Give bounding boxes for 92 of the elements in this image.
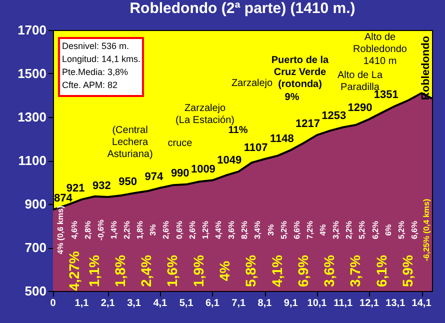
annotation: 5,2%: [358, 220, 367, 240]
annotation: 4,1%: [268, 254, 285, 287]
x-tick-label: 9,1: [284, 298, 298, 309]
x-tick-label: 8,1: [258, 298, 272, 309]
annotation: 4,4%: [214, 220, 223, 240]
x-tick-label: 1,1: [74, 298, 90, 309]
annotation: 0,6%: [174, 220, 184, 240]
annotation: 3,6%: [321, 254, 338, 287]
y-tick-label: 1300: [18, 110, 46, 124]
annotation: 1,1%: [86, 254, 102, 287]
annotation: 7,2%: [305, 220, 314, 240]
x-tick-label: 12,1: [360, 298, 380, 309]
annotation: 4%: [318, 224, 328, 236]
annotation: -6,25% (0,4 kms): [422, 198, 431, 262]
annotation: Desnivel: 536 m.: [62, 41, 130, 51]
annotation: 1,4%: [109, 220, 118, 240]
data-label: 1107: [244, 142, 268, 154]
annotation: Alto de Robledondo 1410 m: [353, 32, 408, 67]
annotation: Longitud: 14,1 kms.: [62, 54, 141, 64]
annotation: 5,9%: [399, 254, 416, 287]
annotation: 2,2%: [122, 220, 132, 240]
annotation: 4% (0,6 kms): [56, 205, 65, 254]
data-label: 1049: [217, 154, 242, 167]
annotation: Robledondo: [420, 36, 432, 100]
x-tick-label: 4,1: [153, 298, 168, 309]
annotation: 3,4%: [253, 220, 262, 240]
annotation: 3%: [148, 224, 158, 236]
x-tick-label: 14,1: [412, 298, 432, 309]
annotation: 1,2%: [200, 220, 210, 240]
annotation: 2,2%: [344, 220, 354, 240]
data-label: 874: [54, 192, 74, 205]
annotation: 2,8%: [83, 220, 92, 240]
data-label: 1290: [348, 102, 372, 114]
x-tick-label: 6,1: [205, 298, 220, 309]
annotation: 2,6%: [188, 220, 197, 240]
y-tick-label: 1500: [18, 66, 46, 81]
annotation: 6,6%: [410, 220, 420, 240]
data-label: 1217: [296, 118, 320, 130]
annotation: 4,6%: [70, 220, 80, 240]
y-tick-label: 700: [24, 240, 46, 255]
annotation: 3,7%: [347, 254, 364, 287]
data-label: 950: [118, 176, 138, 188]
data-label: 932: [92, 180, 111, 192]
annotation: 5,8%: [242, 254, 259, 287]
data-label: 1148: [270, 133, 294, 146]
y-tick-label: 1100: [18, 153, 46, 168]
annotation: 5,2%: [396, 220, 406, 240]
annotation: 6,1%: [373, 254, 390, 287]
data-label: 990: [170, 167, 190, 180]
annotation: 4,27%: [66, 250, 82, 291]
annotation: 1,8%: [112, 254, 128, 287]
y-tick-label: 900: [24, 196, 46, 212]
annotation: (Central Lechera Asturiana): [107, 125, 153, 160]
data-label: 974: [144, 170, 164, 183]
annotation: 8,2%: [240, 220, 250, 240]
annotation: -0,6%: [96, 220, 106, 240]
x-tick-label: 11,1: [334, 298, 354, 309]
annotation: 2,6%: [162, 220, 171, 240]
y-tick-label: 500: [24, 284, 46, 298]
x-tick-label: 0: [50, 298, 56, 309]
data-label: 921: [66, 182, 85, 194]
data-label: 1009: [190, 163, 216, 176]
annotation: cruce: [168, 138, 193, 149]
annotation: 1,6%: [164, 254, 180, 287]
annotation: 6,6%: [292, 220, 302, 240]
x-tick-label: 10,1: [307, 298, 328, 309]
annotation: Cfte. APM: 82: [62, 80, 118, 90]
x-tick-label: 2,1: [100, 298, 116, 309]
annotation: 1,8%: [136, 220, 145, 240]
annotation: 6,2%: [370, 220, 380, 240]
annotation: Puerto de la Cruz Verde (rotonda): [271, 55, 330, 90]
x-tick-label: 3,1: [127, 298, 142, 309]
y-tick-label: 1700: [18, 22, 46, 38]
annotation: 6,9%: [294, 254, 311, 287]
annotation: 3,6%: [227, 220, 236, 240]
annotation: 11%: [228, 125, 248, 136]
annotation: 2,4%: [138, 254, 154, 287]
annotation: Zarzalejo: [231, 78, 273, 89]
x-tick-label: 7,1: [232, 298, 246, 309]
annotation: 1,9%: [190, 254, 206, 287]
annotation: Zarzalejo (La Estación): [176, 103, 234, 126]
x-tick-label: 13,1: [386, 298, 406, 309]
x-tick-label: 5,1: [179, 298, 194, 309]
annotation: Pte.Media: 3,8%: [62, 67, 128, 77]
chart-title: Robledondo (2ª parte) (1410 m.): [130, 0, 356, 17]
annotation: 5,2%: [279, 220, 288, 240]
annotation: 3%: [266, 224, 276, 236]
annotation: 3,2%: [332, 220, 341, 240]
data-label: 1253: [322, 110, 346, 122]
annotation: 4%: [216, 260, 233, 282]
annotation: 9%: [284, 92, 300, 103]
annotation: 6%: [384, 224, 393, 236]
